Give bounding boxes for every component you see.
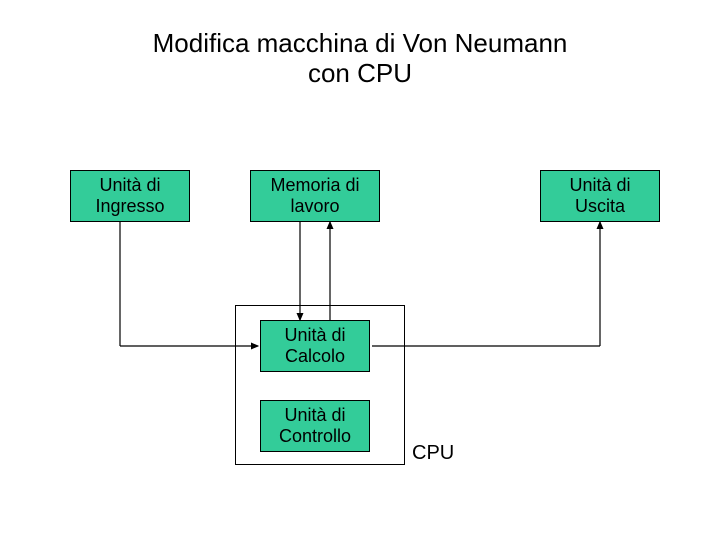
box-calcolo-line1: Unità di bbox=[284, 325, 345, 346]
box-controllo-line1: Unità di bbox=[284, 405, 345, 426]
box-unita-calcolo: Unità di Calcolo bbox=[260, 320, 370, 372]
box-unita-ingresso: Unità di Ingresso bbox=[70, 170, 190, 222]
box-unita-controllo: Unità di Controllo bbox=[260, 400, 370, 452]
diagram-title-line1: Modifica macchina di Von Neumann bbox=[0, 28, 720, 59]
box-controllo-line2: Controllo bbox=[279, 426, 351, 447]
box-unita-uscita: Unità di Uscita bbox=[540, 170, 660, 222]
box-memoria-line1: Memoria di bbox=[270, 175, 359, 196]
cpu-label: CPU bbox=[412, 442, 454, 465]
box-calcolo-line2: Calcolo bbox=[285, 346, 345, 367]
box-uscita-line2: Uscita bbox=[575, 196, 625, 217]
box-memoria-line2: lavoro bbox=[290, 196, 339, 217]
box-memoria-lavoro: Memoria di lavoro bbox=[250, 170, 380, 222]
diagram-title-line2: con CPU bbox=[0, 58, 720, 89]
box-ingresso-line1: Unità di bbox=[99, 175, 160, 196]
box-ingresso-line2: Ingresso bbox=[95, 196, 164, 217]
box-uscita-line1: Unità di bbox=[569, 175, 630, 196]
